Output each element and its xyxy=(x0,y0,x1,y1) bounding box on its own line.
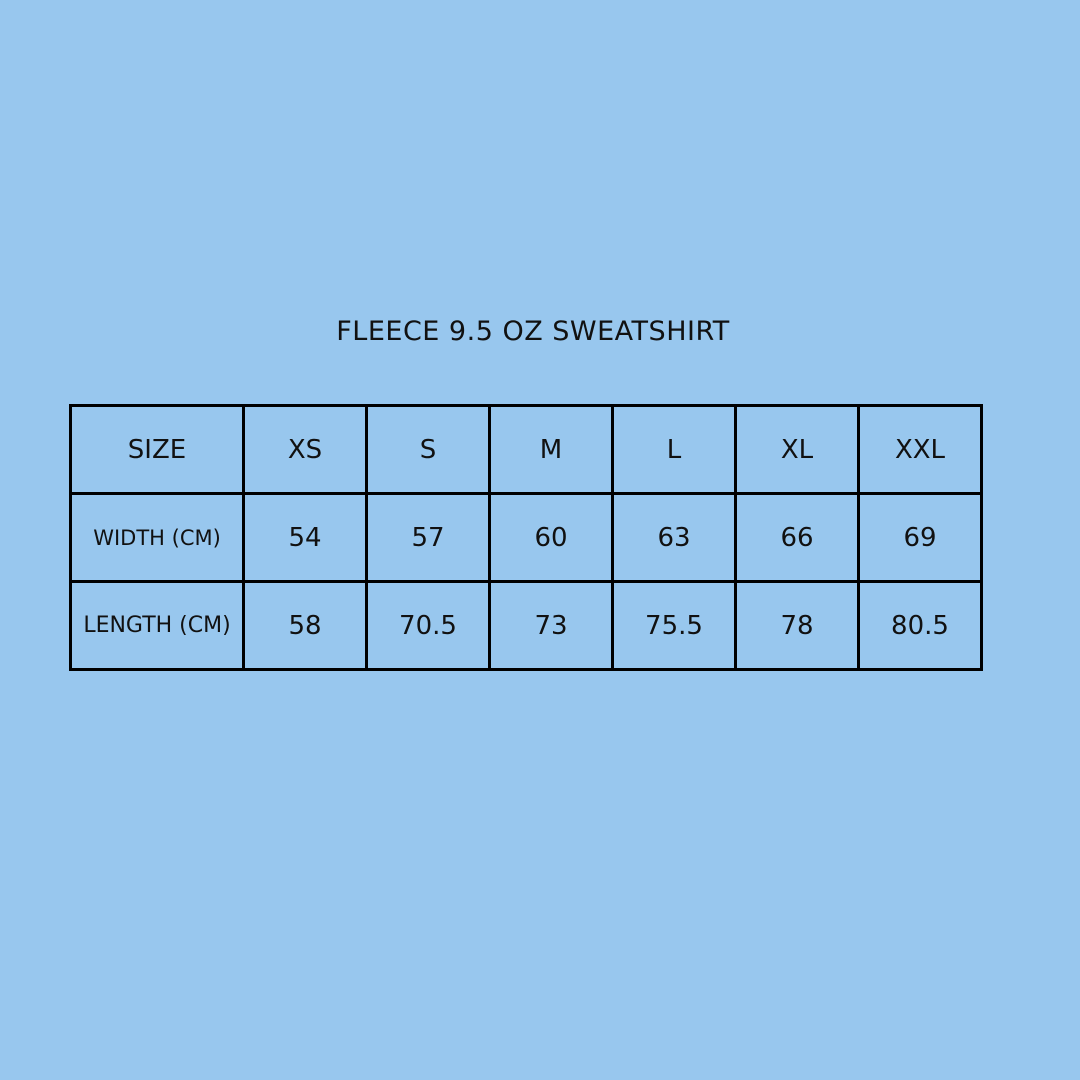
row-header: WIDTH (CM) xyxy=(69,492,245,583)
row-header: LENGTH (CM) xyxy=(69,580,245,671)
table-cell: XS xyxy=(242,404,368,495)
table-cell: 70.5 xyxy=(365,580,491,671)
table-cell: 75.5 xyxy=(611,580,737,671)
table-cell: 54 xyxy=(242,492,368,583)
table-cell: 66 xyxy=(734,492,860,583)
table-cell: 73 xyxy=(488,580,614,671)
table-cell: XXL xyxy=(857,404,983,495)
table-cell: 69 xyxy=(857,492,983,583)
table-row-length: LENGTH (CM) 58 70.5 73 75.5 78 80.5 xyxy=(69,580,983,671)
table-cell: 60 xyxy=(488,492,614,583)
table-cell: 57 xyxy=(365,492,491,583)
table-row-width: WIDTH (CM) 54 57 60 63 66 69 xyxy=(69,492,983,583)
table-cell: 80.5 xyxy=(857,580,983,671)
size-chart-table: SIZE XS S M L XL XXL WIDTH (CM) 54 57 60… xyxy=(69,404,983,671)
row-header: SIZE xyxy=(69,404,245,495)
table-cell: 58 xyxy=(242,580,368,671)
table-cell: 78 xyxy=(734,580,860,671)
table-row-size: SIZE XS S M L XL XXL xyxy=(69,404,983,495)
table-cell: L xyxy=(611,404,737,495)
table-cell: M xyxy=(488,404,614,495)
table-cell: S xyxy=(365,404,491,495)
table-cell: XL xyxy=(734,404,860,495)
chart-title: FLEECE 9.5 OZ SWEATSHIRT xyxy=(336,316,730,347)
table-cell: 63 xyxy=(611,492,737,583)
